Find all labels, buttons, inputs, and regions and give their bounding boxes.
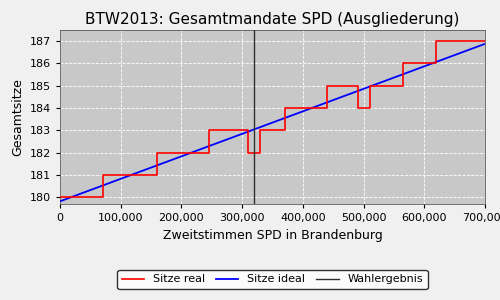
Sitze real	[324, 84, 330, 88]
Sitze real	[354, 106, 360, 110]
Y-axis label: Gesamtsitze: Gesamtsitze	[11, 78, 24, 156]
Sitze real	[206, 129, 212, 132]
Sitze real	[100, 173, 105, 177]
Sitze real	[400, 62, 406, 65]
Sitze real	[206, 151, 212, 154]
Sitze real	[258, 151, 264, 154]
Title: BTW2013: Gesamtmandate SPD (Ausgliederung): BTW2013: Gesamtmandate SPD (Ausgliederun…	[86, 12, 460, 27]
Sitze real	[354, 84, 360, 88]
Sitze real	[366, 106, 372, 110]
Sitze real	[100, 196, 105, 199]
Sitze real	[482, 39, 488, 43]
Sitze real	[434, 39, 440, 43]
Sitze real	[154, 151, 160, 154]
X-axis label: Zweitstimmen SPD in Brandenburg: Zweitstimmen SPD in Brandenburg	[162, 229, 382, 242]
Sitze real	[434, 62, 440, 65]
Legend: Sitze real, Sitze ideal, Wahlergebnis: Sitze real, Sitze ideal, Wahlergebnis	[118, 270, 428, 289]
Sitze real	[324, 106, 330, 110]
Sitze real	[400, 84, 406, 88]
Sitze real	[154, 173, 160, 177]
Sitze real	[366, 84, 372, 88]
Sitze real	[282, 129, 288, 132]
Sitze real	[282, 106, 288, 110]
Sitze real	[57, 196, 63, 199]
Sitze real	[245, 129, 251, 132]
Sitze real	[258, 129, 264, 132]
Line: Sitze real: Sitze real	[60, 41, 485, 197]
Sitze real	[245, 151, 251, 154]
